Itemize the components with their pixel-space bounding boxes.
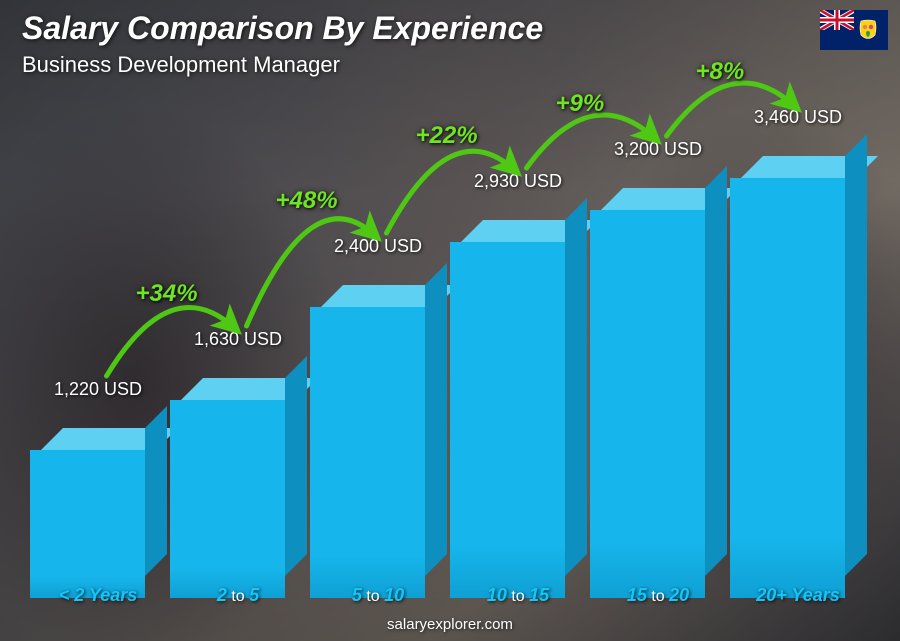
bar-value-label: 3,200 USD — [588, 139, 728, 160]
bar-x-label: 5 to 10 — [308, 585, 448, 606]
bar: 1,220 USD< 2 Years — [30, 428, 145, 576]
bar-x-label: 2 to 5 — [168, 585, 308, 606]
bar-x-label: < 2 Years — [28, 585, 168, 606]
bar-value-label: 2,400 USD — [308, 236, 448, 257]
increase-percent-label: +34% — [136, 280, 198, 308]
bar-value-label: 2,930 USD — [448, 171, 588, 192]
bar: 2,930 USD10 to 15 — [450, 220, 565, 576]
bar-x-label: 10 to 15 — [448, 585, 588, 606]
bar-x-label: 20+ Years — [728, 585, 868, 606]
bar: 1,630 USD2 to 5 — [170, 378, 285, 576]
increase-percent-label: +22% — [416, 122, 478, 150]
increase-percent-label: +48% — [276, 187, 338, 215]
bar-value-label: 1,630 USD — [168, 329, 308, 350]
bar: 2,400 USD5 to 10 — [310, 285, 425, 576]
bar: 3,200 USD15 to 20 — [590, 188, 705, 576]
chart-subtitle: Business Development Manager — [22, 52, 340, 78]
chart-title: Salary Comparison By Experience — [22, 10, 543, 47]
increase-percent-label: +8% — [696, 58, 745, 86]
increase-percent-label: +9% — [556, 90, 605, 118]
country-flag — [820, 10, 888, 50]
footer-attribution: salaryexplorer.com — [0, 616, 900, 633]
bar-x-label: 15 to 20 — [588, 585, 728, 606]
bar-chart-area: 1,220 USD< 2 Years1,630 USD2 to 52,400 U… — [25, 116, 860, 576]
bar-value-label: 1,220 USD — [28, 379, 168, 400]
bar-value-label: 3,460 USD — [728, 107, 868, 128]
bar: 3,460 USD20+ Years — [730, 156, 845, 576]
